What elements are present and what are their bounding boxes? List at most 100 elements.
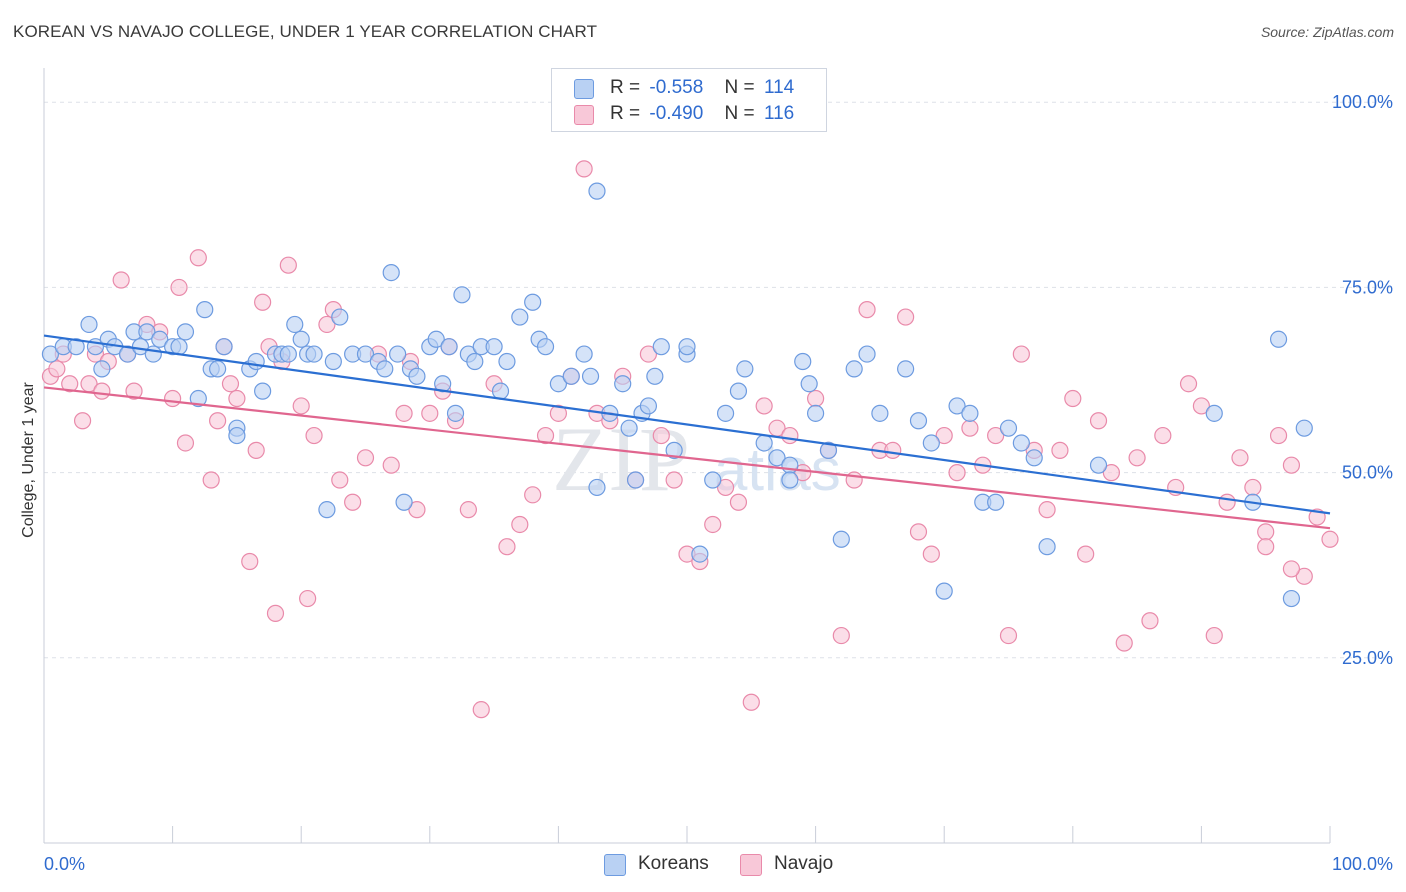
x-tick-label: 100.0% bbox=[1332, 854, 1393, 874]
navajo-point bbox=[1282, 560, 1301, 578]
navajo-point bbox=[1115, 634, 1133, 652]
korean-point bbox=[691, 545, 709, 563]
korean-point bbox=[581, 367, 600, 385]
navajo-point bbox=[1282, 456, 1301, 474]
navajo-point bbox=[1128, 449, 1146, 467]
korean-point bbox=[897, 360, 915, 378]
navajo-r-label: R = bbox=[610, 103, 641, 124]
navajo-point bbox=[176, 434, 195, 452]
navajo-point bbox=[1244, 478, 1262, 497]
korean-point bbox=[781, 471, 799, 489]
korean-point bbox=[382, 264, 400, 282]
korean-point bbox=[170, 338, 188, 356]
korean-point bbox=[151, 330, 169, 348]
source-label: Source: ZipAtlas.com bbox=[1260, 24, 1394, 40]
navajo-point bbox=[266, 604, 285, 622]
koreans-n-value: 114 bbox=[763, 77, 795, 98]
korean-point bbox=[446, 404, 465, 422]
korean-point bbox=[819, 441, 838, 459]
korean-point bbox=[93, 360, 111, 378]
korean-point bbox=[620, 419, 638, 437]
korean-point bbox=[1025, 449, 1043, 467]
y-tick-label: 100.0% bbox=[1332, 92, 1393, 112]
korean-point bbox=[549, 375, 568, 393]
korean-point bbox=[498, 352, 516, 371]
korean-point bbox=[987, 493, 1005, 511]
korean-point bbox=[768, 449, 786, 467]
korean-point bbox=[189, 389, 207, 408]
korean-point bbox=[67, 338, 85, 356]
navajo-point bbox=[511, 515, 529, 534]
navajo-point bbox=[228, 389, 246, 408]
navajo-point bbox=[1179, 375, 1198, 393]
navajo-point bbox=[665, 471, 683, 489]
navajo-swatch bbox=[574, 105, 594, 125]
navajo-point bbox=[209, 412, 227, 430]
korean-point bbox=[286, 315, 304, 334]
korean-point bbox=[704, 471, 722, 489]
navajo-point bbox=[48, 360, 66, 378]
koreans-r-value: -0.558 bbox=[649, 77, 704, 98]
korean-point bbox=[999, 419, 1018, 437]
navajo-point bbox=[247, 441, 265, 459]
navajo-point bbox=[112, 271, 130, 289]
korean-point bbox=[318, 501, 336, 519]
stats-legend: R = -0.558 N = 114 R = -0.490 N = 116 bbox=[551, 68, 827, 132]
navajo-point bbox=[382, 456, 400, 474]
korean-point bbox=[131, 338, 150, 356]
navajo-point bbox=[73, 412, 92, 430]
navajo-legend-label: Navajo bbox=[774, 853, 834, 874]
axes bbox=[43, 68, 1331, 844]
korean-point bbox=[646, 367, 664, 385]
navajo-point bbox=[221, 375, 240, 393]
navajo-point bbox=[1089, 412, 1108, 430]
navajo-n-label: N = bbox=[724, 103, 755, 124]
navajo-point bbox=[421, 404, 439, 422]
korean-point bbox=[144, 345, 162, 363]
navajo-point bbox=[884, 441, 902, 459]
koreans-trend-line bbox=[43, 334, 1331, 515]
korean-point bbox=[858, 345, 876, 363]
navajo-point bbox=[652, 426, 670, 445]
korean-point bbox=[466, 352, 484, 371]
navajo-point bbox=[1154, 426, 1172, 445]
chart-title: KOREAN VS NAVAJO COLLEGE, UNDER 1 YEAR C… bbox=[13, 22, 598, 41]
korean-point bbox=[292, 330, 310, 348]
navajo-point bbox=[524, 486, 542, 504]
navajo-point bbox=[254, 293, 272, 311]
navajo-point bbox=[1257, 538, 1275, 556]
navajo-point bbox=[93, 382, 111, 400]
navajo-point bbox=[344, 493, 362, 511]
korean-point bbox=[196, 301, 214, 319]
y-tick-label: 25.0% bbox=[1342, 648, 1393, 668]
korean-point bbox=[41, 345, 60, 363]
korean-point bbox=[845, 360, 863, 378]
watermark-atlas: atlas bbox=[714, 436, 841, 503]
korean-point bbox=[440, 338, 458, 356]
navajo-point bbox=[575, 160, 593, 178]
navajo-point bbox=[299, 589, 317, 608]
navajo-point bbox=[395, 404, 413, 422]
navajo-point bbox=[549, 404, 568, 422]
navajo-point bbox=[1192, 397, 1211, 415]
navajo-point bbox=[961, 419, 979, 437]
navajo-point bbox=[1257, 523, 1275, 541]
korean-point bbox=[832, 530, 850, 548]
korean-point bbox=[453, 286, 471, 304]
navajo-point bbox=[125, 382, 143, 400]
korean-point bbox=[408, 367, 426, 385]
korean-point bbox=[536, 338, 555, 356]
korean-point bbox=[665, 441, 683, 459]
navajo-point bbox=[472, 701, 490, 719]
navajo-point bbox=[189, 249, 207, 267]
korean-point bbox=[562, 367, 580, 385]
navajo-point bbox=[755, 397, 773, 415]
navajo-point bbox=[1051, 441, 1069, 459]
korean-point bbox=[485, 338, 503, 356]
korean-point bbox=[806, 404, 825, 422]
korean-point bbox=[755, 434, 773, 452]
korean-point bbox=[652, 338, 670, 356]
y-tick-label: 50.0% bbox=[1342, 463, 1393, 483]
korean-point bbox=[427, 330, 445, 348]
korean-point bbox=[922, 434, 940, 452]
